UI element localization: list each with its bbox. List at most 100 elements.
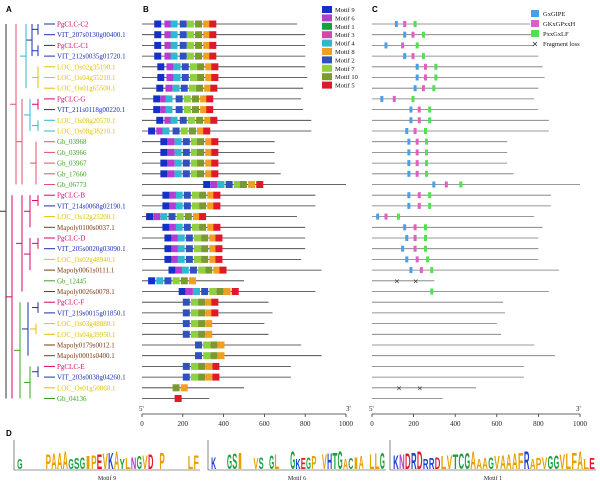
motif-box xyxy=(186,31,194,39)
motif-box xyxy=(171,255,179,263)
motif-box xyxy=(175,95,183,103)
motif-box xyxy=(209,255,217,263)
logo-letter: G xyxy=(548,453,554,473)
motif-box xyxy=(165,106,173,114)
domain-mark xyxy=(384,213,388,220)
logo-letter: P xyxy=(536,456,542,473)
logo-letter: A xyxy=(577,448,583,475)
logo-letter: R xyxy=(524,448,530,475)
panel-label-a: A xyxy=(6,5,12,14)
motif-box xyxy=(205,74,213,81)
domain-mark xyxy=(415,42,419,49)
domain-mark xyxy=(384,42,388,49)
motif-box xyxy=(167,159,175,167)
logo-letter: L xyxy=(188,453,193,473)
domain-mark xyxy=(407,138,411,145)
logo-letter: G xyxy=(227,451,232,474)
motif-box xyxy=(164,234,172,242)
logo-letter: L xyxy=(369,451,374,474)
domain-mark xyxy=(409,117,413,124)
domain-mark xyxy=(417,202,421,209)
logo-letter: R xyxy=(423,457,429,473)
motif-box xyxy=(203,341,211,349)
axis-c-tick-label: 0 xyxy=(370,420,374,428)
gene-label: VIT_211s0118g00220.1 xyxy=(57,106,126,114)
gene-label: LOC_Os02g48940.1 xyxy=(57,256,116,264)
motif-box xyxy=(188,127,196,135)
gene-label: LOC_Os04g55210.1 xyxy=(57,74,116,82)
motif-box xyxy=(183,223,191,231)
motif-box xyxy=(181,74,189,81)
motif-box xyxy=(197,127,205,135)
logo-letter: V xyxy=(494,453,500,473)
motif-box xyxy=(172,277,180,285)
domain-mark xyxy=(413,235,417,241)
motif-box xyxy=(169,202,177,210)
motif-box xyxy=(180,84,188,92)
logo-letter: S xyxy=(74,456,79,473)
logo-letter: D xyxy=(417,448,423,475)
logo-letter: G xyxy=(137,453,142,473)
motif-box xyxy=(201,234,209,242)
motif-legend-label: Motif 7 xyxy=(335,66,355,73)
motif-box xyxy=(212,373,220,381)
motif-box xyxy=(217,341,225,349)
logo-letter: G xyxy=(290,448,295,475)
motif-box xyxy=(195,20,203,28)
domain-legend-label: Fragment loss xyxy=(543,41,580,48)
logo-letter: G xyxy=(17,457,22,473)
logo-letter: G xyxy=(554,452,560,474)
logo-letter: V xyxy=(102,449,107,474)
motif-box xyxy=(167,148,175,156)
logo-letter: V xyxy=(322,451,327,474)
gene-label: LOC_Os02g35190.1 xyxy=(57,63,116,71)
axis-c-tick-label: 800 xyxy=(533,420,544,428)
motif-box xyxy=(154,31,162,39)
logo-letter: Y xyxy=(120,457,126,473)
domain-mark xyxy=(413,128,417,134)
motif-box xyxy=(209,245,217,253)
domain-legend-label: GKxGPxxH xyxy=(543,21,575,28)
axis-c-tick-label: 400 xyxy=(450,420,461,428)
motif-box xyxy=(185,288,193,295)
motif-box xyxy=(160,170,168,178)
logo-letter: C xyxy=(459,449,465,474)
axis-b-end: 3' xyxy=(346,405,351,413)
motif-box xyxy=(190,362,198,370)
motif-box xyxy=(157,74,165,81)
motif-box xyxy=(198,330,206,338)
motif-box xyxy=(171,234,179,242)
gene-label: VIT_219s0015g01850.1 xyxy=(57,309,126,317)
axis-b-start: 5' xyxy=(139,405,144,413)
motif-box xyxy=(209,31,217,39)
motif-box xyxy=(190,330,198,338)
domain-mark xyxy=(415,138,419,145)
motif-box xyxy=(183,95,191,103)
motif-box xyxy=(207,223,215,231)
motif-box xyxy=(165,84,173,92)
motif-box xyxy=(185,255,193,263)
motif-box xyxy=(211,63,219,71)
motif-box xyxy=(176,213,184,221)
motif-box xyxy=(153,213,161,221)
motif-box xyxy=(173,74,181,81)
motif-box xyxy=(177,245,185,253)
motif-box xyxy=(199,213,207,221)
logo-letter: F xyxy=(518,448,524,474)
domain-mark xyxy=(428,117,432,124)
motif-box xyxy=(248,181,256,188)
motif-box xyxy=(164,31,172,39)
domain-mark xyxy=(392,95,396,102)
domain-mark xyxy=(430,288,434,295)
motif-box xyxy=(205,309,213,317)
motif-legend-swatch xyxy=(322,6,332,13)
logo-letter: T xyxy=(332,448,337,474)
motif-box xyxy=(162,223,170,231)
domain-mark xyxy=(428,202,432,209)
motif-legend-swatch xyxy=(322,14,332,22)
domain-mark xyxy=(415,170,419,177)
motif-box xyxy=(215,255,223,263)
motif-box xyxy=(209,20,217,28)
motif-box xyxy=(182,309,190,317)
motif-box xyxy=(182,148,190,156)
